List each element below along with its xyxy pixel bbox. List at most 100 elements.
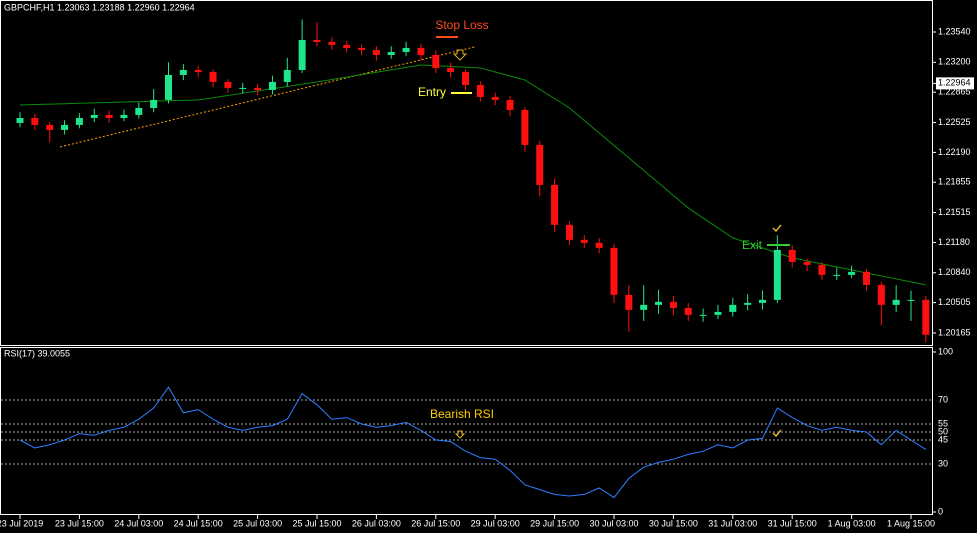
candle-body — [224, 81, 232, 88]
candle-body — [75, 117, 83, 125]
y-tick-label: 1.22525 — [938, 117, 971, 127]
candle-body — [536, 144, 544, 185]
annotation: Bearish RSI — [430, 407, 494, 421]
candle-body — [773, 249, 781, 300]
y-tick-label: 1.22190 — [938, 147, 971, 157]
candle-body — [402, 47, 410, 52]
candle-body — [194, 69, 202, 72]
annotation: Exit — [742, 238, 763, 252]
candle-body — [328, 41, 336, 45]
candle-body — [491, 96, 499, 100]
candle-body — [372, 49, 380, 56]
candle-body — [655, 301, 663, 305]
candle-body — [862, 271, 870, 285]
candle-body — [31, 117, 39, 125]
check-mark — [772, 429, 782, 438]
candle-body — [417, 47, 425, 56]
annotation: Entry — [418, 85, 446, 99]
candle-body — [61, 124, 69, 130]
candle-body — [16, 117, 24, 123]
y-tick-label: 1.23540 — [938, 26, 971, 36]
x-tick-label: 24 Jul 15:00 — [174, 518, 223, 528]
candle-body — [150, 99, 158, 108]
candle-body — [922, 299, 930, 335]
candle-body — [135, 107, 143, 115]
candle-body — [640, 304, 648, 310]
current-price-box — [936, 77, 974, 90]
candle-body — [759, 299, 766, 303]
candle-body — [565, 224, 573, 240]
candle-body — [105, 114, 113, 118]
candle-body — [165, 74, 172, 100]
candle-body — [580, 239, 588, 243]
x-tick-label: 25 Jul 03:00 — [233, 518, 282, 528]
y-tick-label: 45 — [938, 434, 948, 444]
candle-body — [432, 55, 440, 68]
rsi-title: RSI(17) 39.0055 — [4, 348, 70, 358]
candle-body — [254, 87, 262, 90]
y-tick-label: 30 — [938, 458, 948, 468]
candle-body — [684, 307, 692, 315]
x-tick-label: 29 Jul 03:00 — [471, 518, 520, 528]
candle-body — [625, 294, 633, 310]
candle-body — [298, 39, 306, 70]
candle-body — [833, 274, 841, 276]
candle-body — [179, 69, 187, 75]
candle-body — [90, 114, 98, 118]
candle-body — [313, 39, 321, 42]
candle-body — [669, 301, 677, 308]
y-tick-label: 1.21855 — [938, 177, 971, 187]
candle-body — [521, 109, 529, 145]
candle-body — [462, 71, 469, 85]
sell-arrow — [452, 49, 468, 61]
candle-body — [610, 247, 618, 295]
candle-body — [343, 44, 351, 48]
candle-body — [476, 84, 484, 97]
rsi-line — [19, 386, 927, 499]
candle-body — [506, 99, 514, 110]
candle-body — [818, 264, 826, 275]
candle-body — [387, 51, 395, 56]
plot-area — [1, 19, 932, 499]
check-mark — [772, 224, 782, 233]
x-tick-label: 29 Jul 15:00 — [530, 518, 579, 528]
y-tick-label: 1.20840 — [938, 267, 971, 277]
x-tick-label: 30 Jul 15:00 — [649, 518, 698, 528]
candle-body — [268, 81, 276, 90]
candle-body — [120, 114, 128, 118]
y-tick-label: 50 — [938, 426, 948, 436]
sell-arrow — [454, 430, 466, 439]
x-tick-label: 26 Jul 15:00 — [411, 518, 460, 528]
candle-body — [788, 249, 796, 262]
candle-body — [447, 67, 455, 72]
x-tick-label: 25 Jul 15:00 — [292, 518, 341, 528]
candle-body — [551, 184, 559, 225]
x-tick-label: 23 Jul 15:00 — [55, 518, 104, 528]
candle-body — [892, 299, 900, 305]
candle-body — [358, 47, 366, 50]
x-tick-label: 1 Aug 15:00 — [887, 518, 935, 528]
y-tick-label: 55 — [938, 418, 948, 428]
x-tick-label: 1 Aug 03:00 — [828, 518, 876, 528]
candle-body — [744, 302, 752, 305]
current-price-label: 1.22964 — [938, 78, 971, 88]
price-frame — [0, 0, 933, 346]
candle-body — [848, 271, 856, 275]
x-tick-label: 31 Jul 03:00 — [708, 518, 757, 528]
candle-body — [714, 311, 722, 315]
candle-body — [699, 314, 707, 316]
y-tick-label: 1.22865 — [938, 87, 971, 97]
y-tick-label: 0 — [938, 506, 943, 516]
x-tick-label: 30 Jul 03:00 — [589, 518, 638, 528]
candle-body — [877, 284, 885, 305]
y-tick-label: 1.23200 — [938, 57, 971, 67]
y-tick-label: 100 — [938, 346, 953, 356]
candle-body — [46, 124, 54, 130]
x-tick-label: 26 Jul 03:00 — [352, 518, 401, 528]
y-tick-label: 1.21180 — [938, 237, 970, 247]
chart-title: GBPCHF,H1 1.23063 1.23188 1.22960 1.2296… — [4, 2, 195, 12]
candle-body — [209, 71, 217, 82]
candle-body — [729, 304, 737, 312]
